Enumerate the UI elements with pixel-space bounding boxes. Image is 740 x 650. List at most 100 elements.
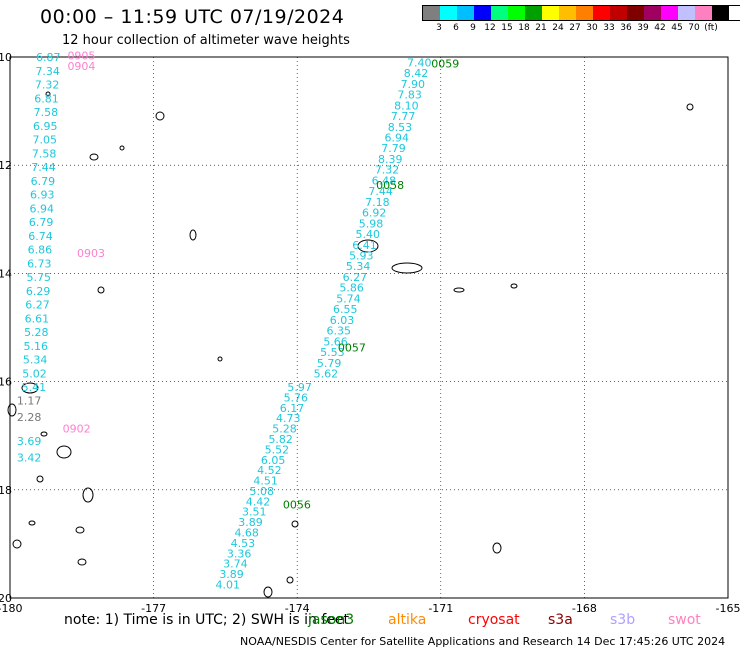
wave-height-value: 6.27 (343, 271, 368, 284)
wave-height-value: 6.93 (30, 189, 55, 202)
island-fiji-10 (75, 526, 85, 534)
satellite-swot: swot (668, 612, 701, 628)
island-far (217, 356, 223, 362)
wave-height-value: 5.40 (356, 228, 381, 241)
wave-height-value: 7.32 (375, 164, 400, 177)
wave-height-value: 3.89 (238, 516, 263, 529)
pass-id-label: 0057 (338, 341, 366, 354)
wave-height-value: 3.36 (227, 547, 252, 560)
wave-height-value: 5.97 (287, 381, 312, 394)
map-axes: -180 -177 -174 -171 -168 -165 -10 -12 -14 -16 -18 -… (0, 51, 740, 615)
island-niuafoou (97, 286, 105, 294)
pass-id-label: 0904 (67, 60, 95, 73)
wave-height-value: 6.03 (330, 314, 355, 327)
island-vavau (291, 520, 299, 528)
island-savaii (357, 239, 379, 253)
wave-height-value: 5.41 (22, 381, 47, 394)
wave-height-value: 7.58 (32, 147, 57, 160)
y-tick-label: -18 (0, 484, 12, 497)
island-east (686, 103, 694, 111)
wave-height-tracks: 6.877.347.326.817.586.957.057.587.446.79… (17, 51, 432, 591)
island-futuna (155, 111, 165, 121)
legend-swatch (695, 6, 712, 20)
wave-height-value: 4.01 (216, 578, 241, 591)
legend-label: 21 (535, 23, 547, 33)
wave-height-value: 5.74 (336, 292, 361, 305)
wave-height-value: 6.94 (29, 202, 54, 215)
wave-height-value: 4.68 (234, 527, 259, 540)
island-fiji-9 (36, 475, 44, 483)
wave-height-value: 5.82 (268, 433, 293, 446)
wave-height-value: 6.86 (28, 244, 53, 257)
wave-height-value: 6.87 (36, 51, 61, 64)
legend-label: 27 (569, 23, 581, 33)
legend-swatch (423, 6, 440, 20)
island-upolu (391, 262, 423, 274)
legend-label: 36 (620, 23, 632, 33)
wave-height-value: 6.48 (372, 174, 397, 187)
x-tick-label: -168 (572, 602, 597, 615)
wave-height-value: 4.73 (276, 412, 301, 425)
wave-height-value: 2.28 (17, 411, 42, 424)
island-fiji-12 (28, 520, 36, 526)
wave-height-value: 7.40 (407, 56, 432, 69)
wave-height-value: 6.55 (333, 303, 358, 316)
pass-id-label: 0903 (77, 247, 105, 260)
pass-id-label: 0905 (67, 49, 95, 62)
y-tick-label: -14 (0, 267, 12, 280)
wave-height-value: 7.05 (32, 134, 57, 147)
wave-height-value: 7.44 (31, 161, 56, 174)
wave-height-value: 5.93 (349, 249, 374, 262)
wave-height-value: 7.83 (397, 89, 422, 102)
island-fiji-4 (45, 91, 51, 97)
wave-height-value: 7.79 (381, 142, 406, 155)
wave-height-value: 7.34 (35, 65, 60, 78)
x-tick-label: -165 (716, 602, 740, 615)
wave-height-value: 6.35 (327, 325, 352, 338)
legend-label: 6 (453, 23, 459, 33)
legend-swatch (627, 6, 644, 20)
legend-label: 3 (436, 23, 442, 33)
legend-label: 30 (586, 23, 598, 33)
wave-height-value: 5.66 (323, 335, 348, 348)
wave-height-value: 8.53 (388, 121, 413, 134)
wave-height-value: 8.39 (378, 153, 403, 166)
legend-label: 9 (470, 23, 476, 33)
note-text: note: 1) Time is in UTC; 2) SWH is in fe… (64, 612, 350, 628)
wave-height-value: 1.17 (17, 395, 42, 408)
island-tonga-2 (286, 576, 294, 584)
legend-label: 15 (501, 23, 513, 33)
x-tick-label: -174 (285, 602, 310, 615)
pass-id-label: 0056 (283, 498, 311, 511)
wave-height-value: 6.17 (280, 402, 305, 415)
x-tick-label: -177 (141, 602, 166, 615)
y-tick-label: -10 (0, 51, 12, 64)
map-grid (10, 57, 728, 598)
wave-height-value: 7.44 (368, 185, 393, 198)
legend-swatch (559, 6, 576, 20)
wave-height-value: 4.51 (253, 475, 278, 488)
legend-color-bar (422, 5, 740, 21)
wave-height-value: 6.74 (28, 230, 53, 243)
legend-label: 18 (518, 23, 530, 33)
x-tick-label: -171 (428, 602, 453, 615)
legend-label: 39 (637, 23, 649, 33)
map-subtitle: 12 hour collection of altimeter wave hei… (62, 33, 350, 48)
wave-height-value: 4.53 (231, 537, 256, 550)
wave-height-value: 5.86 (339, 282, 364, 295)
wave-height-value: 3.51 (242, 506, 267, 519)
island-fiji-2 (82, 487, 94, 503)
legend-swatch (542, 6, 559, 20)
satellite-cryosat: cryosat (468, 612, 520, 628)
legend-swatch (576, 6, 593, 20)
wave-height-value: 6.05 (261, 454, 286, 467)
wave-height-value: 6.79 (31, 175, 56, 188)
wave-height-value: 3.42 (17, 451, 42, 464)
wave-height-value: 5.34 (346, 260, 371, 273)
wave-height-value: 3.89 (219, 568, 244, 581)
legend-labels: 3 6 9 12 15 18 21 24 27 30 33 36 39 42 45 70 (ft) (422, 21, 740, 35)
island-niue (492, 542, 502, 554)
legend-swatch (474, 6, 491, 20)
wave-height-value: 6.73 (27, 257, 52, 270)
